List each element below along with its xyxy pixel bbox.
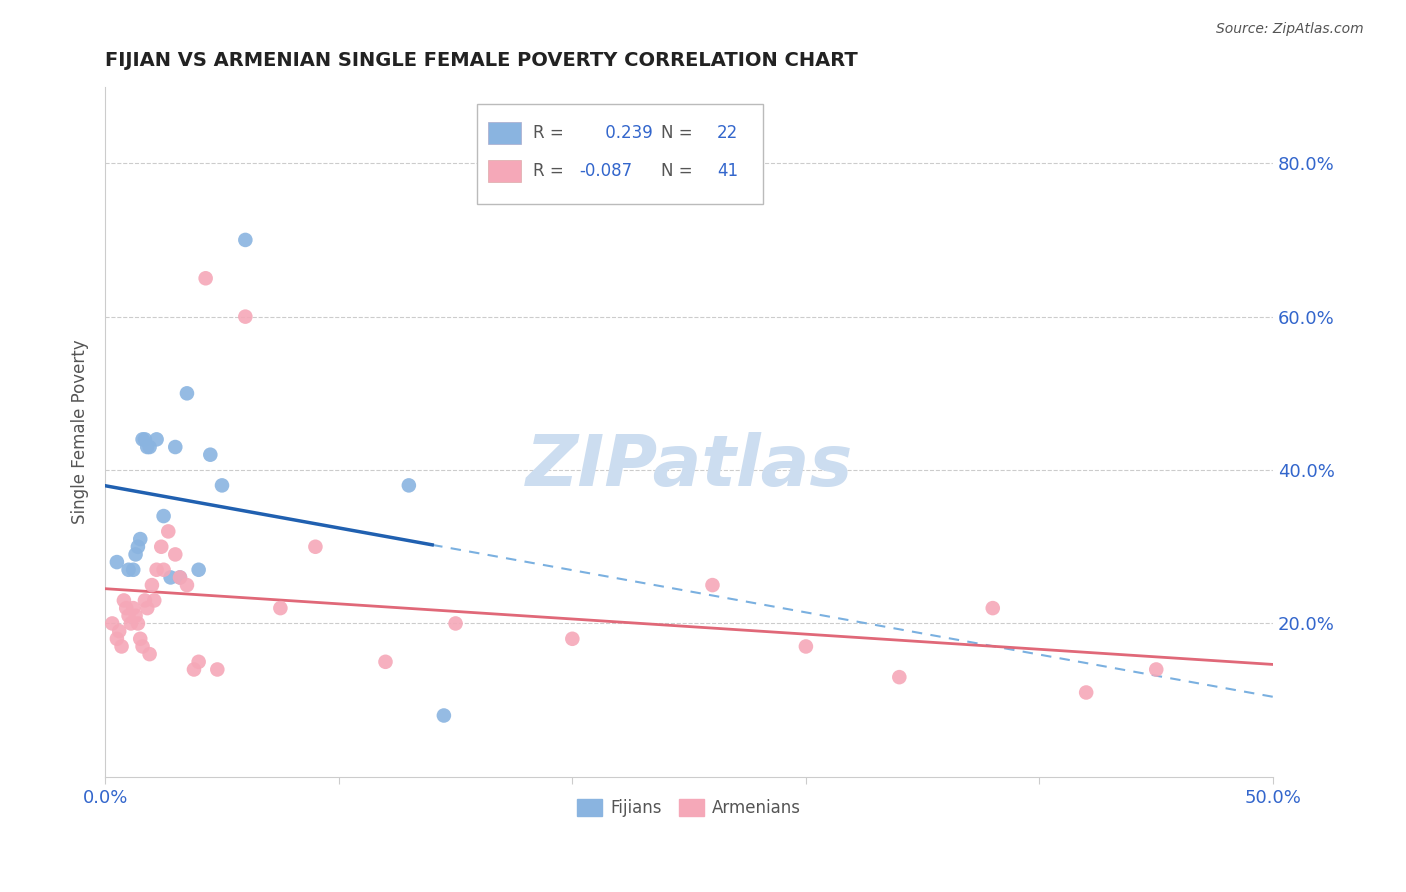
Point (117, 563, 139, 577)
Point (211, 478, 233, 492)
Point (157, 524, 180, 539)
Point (200, 448, 222, 462)
Point (136, 601, 159, 615)
Point (398, 478, 420, 492)
Point (194, 271, 217, 285)
Point (131, 640, 153, 654)
Point (152, 509, 174, 524)
Point (1076, 685, 1098, 699)
Bar (488, 161, 522, 183)
Point (374, 655, 396, 669)
Point (138, 647, 160, 661)
Point (269, 601, 291, 615)
Text: 0.239: 0.239 (600, 124, 654, 142)
Point (235, 310, 257, 324)
Point (131, 433, 153, 447)
Text: Source: ZipAtlas.com: Source: ZipAtlas.com (1216, 22, 1364, 37)
Point (794, 640, 817, 654)
Point (129, 632, 152, 646)
Point (176, 578, 198, 592)
Point (702, 578, 724, 592)
FancyBboxPatch shape (477, 103, 762, 204)
Point (108, 624, 131, 639)
Point (141, 578, 163, 592)
Point (159, 570, 181, 584)
Point (136, 440, 159, 454)
Point (444, 616, 467, 631)
Point (120, 616, 142, 631)
Point (304, 540, 326, 554)
Bar (488, 121, 522, 144)
Point (127, 616, 149, 631)
Point (165, 440, 187, 454)
Legend: Fijians, Armenians: Fijians, Armenians (571, 792, 807, 823)
Text: R =: R = (533, 162, 568, 180)
Point (127, 540, 149, 554)
Text: N =: N = (661, 162, 697, 180)
Point (138, 440, 160, 454)
Point (115, 601, 138, 615)
Point (124, 548, 146, 562)
Text: 41: 41 (717, 162, 738, 180)
Text: ZIPatlas: ZIPatlas (526, 432, 853, 500)
Point (169, 570, 191, 584)
Point (143, 593, 166, 607)
Point (124, 608, 146, 623)
Point (112, 593, 135, 607)
Point (122, 563, 145, 577)
Point (981, 601, 1004, 615)
Point (152, 563, 174, 577)
Point (183, 663, 205, 677)
Text: FIJIAN VS ARMENIAN SINGLE FEMALE POVERTY CORRELATION CHART: FIJIAN VS ARMENIAN SINGLE FEMALE POVERTY… (105, 51, 858, 70)
Point (889, 670, 911, 684)
Point (105, 555, 128, 569)
Point (101, 616, 124, 631)
Point (134, 433, 156, 447)
Point (150, 540, 173, 554)
Point (129, 532, 152, 546)
Point (165, 548, 187, 562)
Text: N =: N = (661, 124, 697, 142)
Point (561, 632, 583, 646)
Point (145, 433, 167, 447)
Point (207, 663, 229, 677)
Point (117, 608, 139, 623)
Point (169, 570, 191, 584)
Y-axis label: Single Female Poverty: Single Female Poverty (72, 339, 89, 524)
Point (145, 563, 167, 577)
Text: -0.087: -0.087 (579, 162, 633, 180)
Point (235, 233, 257, 247)
Point (122, 601, 145, 615)
Point (187, 655, 209, 669)
Point (110, 640, 132, 654)
Point (433, 708, 456, 723)
Text: R =: R = (533, 124, 568, 142)
Point (1144, 663, 1167, 677)
Point (105, 632, 128, 646)
Text: 22: 22 (717, 124, 738, 142)
Point (176, 386, 198, 401)
Point (134, 593, 156, 607)
Point (187, 563, 209, 577)
